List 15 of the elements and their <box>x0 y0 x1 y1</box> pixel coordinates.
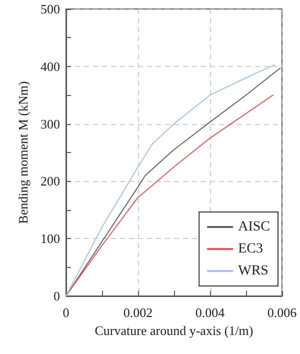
y-tick-label: 400 <box>40 58 60 74</box>
y-tick-label: 500 <box>40 2 60 16</box>
x-tick-label: 0.004 <box>195 305 226 320</box>
y-tick-label: 100 <box>40 231 60 246</box>
y-tick-label: 0 <box>54 288 60 304</box>
y-tick-label: 300 <box>40 116 60 132</box>
x-tick-label: 0.006 <box>267 305 298 320</box>
legend-label: WRS <box>238 264 268 278</box>
x-tick-label: 0.002 <box>123 305 153 320</box>
y-axis-title: Bending moment M (kNm) <box>16 81 31 224</box>
legend-label: AISC <box>238 220 270 234</box>
legend-label: EC3 <box>238 242 263 256</box>
x-tick-label: 0 <box>62 305 70 320</box>
x-axis-title: Curvature around y-axis (1/m) <box>94 323 254 338</box>
y-tick-label: 200 <box>40 174 60 189</box>
